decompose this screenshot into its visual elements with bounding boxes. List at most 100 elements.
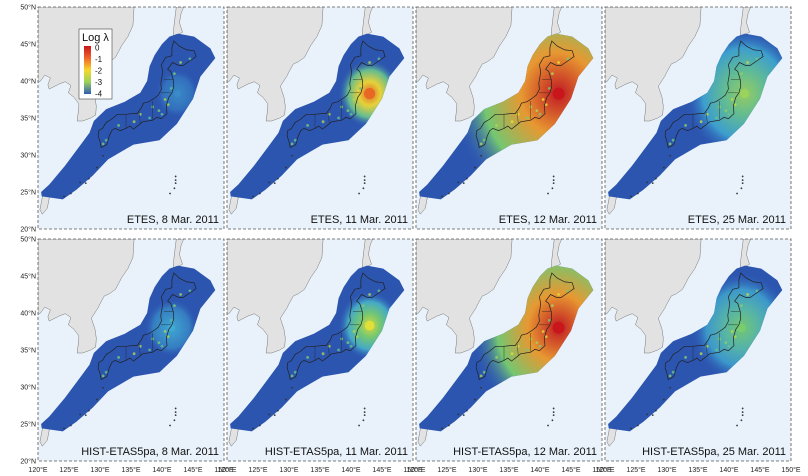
island-dot (252, 195, 254, 198)
island-dot (174, 182, 177, 185)
seismicity-speck (551, 304, 554, 307)
seismicity-speck (668, 142, 672, 146)
longitude-tick-label: 125°E (626, 466, 645, 474)
peak-rate-marker (740, 89, 749, 99)
prefecture-boundary (516, 344, 519, 356)
latitude-tick-label: 20°N (20, 458, 36, 466)
peak-rate-marker (552, 87, 565, 100)
island-dot (474, 398, 476, 401)
seismicity-speck (188, 57, 192, 61)
peak-rate-marker (737, 323, 746, 333)
island-dot (552, 407, 555, 410)
seismicity-speck (352, 98, 356, 101)
asian-mainland (605, 239, 702, 354)
seismicity-speck (362, 72, 365, 75)
seismicity-speck (557, 61, 560, 64)
island-dot (480, 154, 482, 157)
panel-frame (604, 238, 792, 462)
seismicity-speck (346, 341, 350, 344)
island-dot (552, 411, 555, 414)
longitude-tick-label: 120°E (406, 466, 425, 474)
seismicity-speck (377, 289, 381, 293)
map-panel: HIST-ETAS5pa, 11 Mar. 2011 (226, 238, 414, 462)
longitude-tick-label: 125°E (248, 466, 267, 474)
seismicity-speck (544, 103, 548, 107)
panel-label: ETES, 8 Mar. 2011 (127, 214, 219, 226)
longitude-tick-label: 135°E (310, 466, 329, 474)
asian-mainland (227, 239, 324, 354)
island-dot (646, 413, 649, 416)
seismicity-speck (535, 341, 539, 344)
longitude-tick-label: 130°E (279, 466, 298, 474)
island-dot (363, 182, 366, 185)
seismicity-speck (290, 374, 294, 378)
asian-mainland (605, 7, 702, 122)
island-dot (258, 192, 261, 195)
longitude-tick-label: 150°E (403, 466, 422, 474)
longitude-tick-label: 135°E (499, 466, 518, 474)
island-dot (741, 182, 744, 185)
island-dot (654, 177, 657, 180)
island-dot (651, 414, 654, 417)
seismicity-speck (157, 109, 161, 112)
island-dot (173, 419, 176, 422)
seismicity-speck (306, 356, 309, 359)
prefecture-boundary (138, 112, 141, 124)
peak-rate-marker (174, 90, 181, 98)
seismicity-speck (163, 98, 167, 101)
map-panel: ETES, 12 Mar. 2011 (415, 6, 603, 230)
latitude-tick-label: 30°N (20, 384, 36, 392)
island-dot (87, 409, 90, 412)
legend-tick-label: -4 (95, 90, 103, 99)
peak-rate-marker (552, 321, 565, 334)
seismicity-speck (684, 124, 687, 127)
seismicity-speck (541, 330, 545, 333)
seismicity-speck (377, 57, 381, 61)
seismicity-speck (479, 142, 483, 146)
island-dot (457, 413, 460, 416)
seismicity-speck (160, 112, 164, 116)
latitude-tick-label: 45°N (20, 41, 36, 49)
map-panel: ETES, 11 Mar. 2011 (226, 6, 414, 230)
island-dot (636, 424, 639, 427)
island-dot (651, 182, 654, 185)
longitude-tick-label: 150°E (781, 466, 800, 474)
island-dot (740, 419, 743, 422)
prefecture-boundary (516, 112, 519, 124)
seismicity-speck (306, 124, 309, 127)
longitude-tick-label: 145°E (561, 466, 580, 474)
island-dot (474, 166, 476, 169)
island-dot (741, 411, 744, 414)
seismicity-speck (337, 116, 340, 120)
japan-coastline (97, 40, 197, 149)
seismicity-speck (746, 293, 749, 296)
seismicity-speck (104, 138, 108, 142)
seismicity-speck (169, 87, 173, 90)
legend-title: Log λ (82, 32, 109, 44)
seismicity-speck (566, 289, 570, 293)
map-panel: HIST-ETAS5pa, 25 Mar. 2011 (604, 238, 792, 462)
seismicity-speck (293, 370, 297, 374)
seismicity-speck (736, 319, 740, 322)
asian-mainland (416, 7, 513, 122)
longitude-tick-label: 145°E (372, 466, 391, 474)
island-dot (552, 414, 555, 417)
longitude-tick-label: 140°E (152, 466, 171, 474)
panel-label: HIST-ETAS5pa, 8 Mar. 2011 (81, 446, 219, 458)
longitude-tick-label: 120°E (28, 466, 47, 474)
japan-coastline (286, 40, 386, 149)
seismicity-speck (671, 138, 675, 142)
seismicity-speck (293, 138, 297, 142)
japan-coastline (664, 40, 764, 149)
island-dot (552, 175, 555, 178)
island-dot (552, 179, 555, 182)
seismicity-speck (166, 103, 170, 107)
island-dot (465, 177, 468, 180)
color-legend: Log λ0 -1 -2 -3 -4 (78, 28, 113, 100)
longitude-tick-label: 130°E (468, 466, 487, 474)
panel-frame (604, 6, 792, 230)
seismicity-speck (179, 61, 183, 64)
island-dot (102, 154, 104, 157)
seismicity-speck (541, 98, 545, 101)
seismicity-speck (173, 72, 176, 75)
